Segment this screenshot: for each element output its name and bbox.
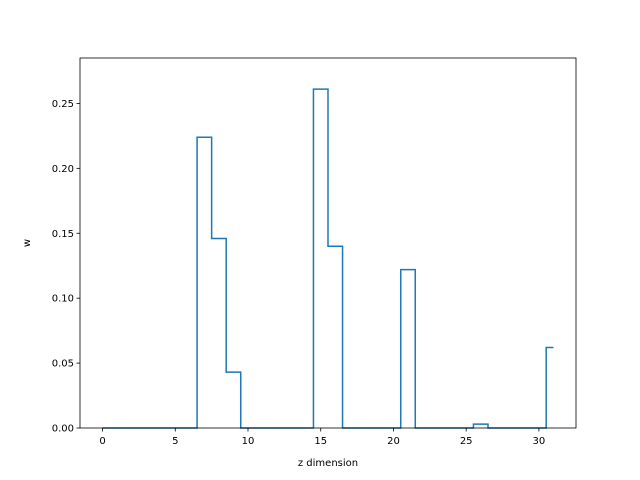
y-tick-label: 0.05 [52,359,74,370]
x-tick-label: 10 [242,436,255,447]
y-tick-label: 0.20 [52,164,74,175]
y-axis-label: w [22,239,33,247]
x-tick-label: 5 [172,436,178,447]
x-tick-label: 25 [460,436,473,447]
x-axis: 0 5 10 15 20 25 30 [99,428,545,447]
y-tick-label: 0.25 [52,99,74,110]
series-line [102,88,554,429]
y-tick-label: 0.15 [52,229,74,240]
y-tick-label: 0.10 [52,294,74,305]
y-axis: 0.00 0.05 0.10 0.15 0.20 0.25 [52,99,80,435]
x-tick-label: 15 [314,436,327,447]
plot-area [102,88,554,429]
axes-frame [79,57,577,429]
x-tick-label: 30 [533,436,546,447]
x-tick-label: 0 [99,436,105,447]
x-tick-label: 20 [387,436,400,447]
x-axis-label: z dimension [298,458,358,469]
y-tick-label: 0.00 [52,424,74,435]
